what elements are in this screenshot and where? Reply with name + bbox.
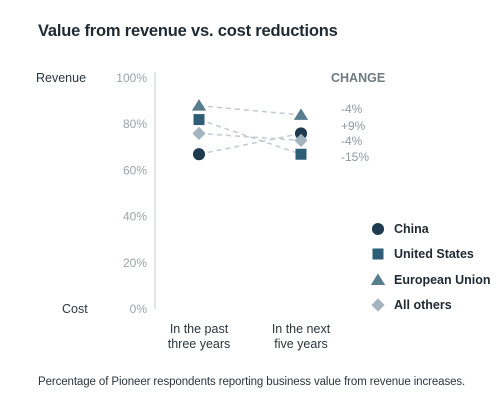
- legend-label: European Union: [394, 272, 491, 287]
- legend-label: United States: [394, 247, 474, 262]
- change-labels: CHANGE-4%+9%-4%-15%: [331, 71, 385, 164]
- legend-marker: [372, 248, 384, 260]
- change-label: -4%: [341, 134, 363, 148]
- x-category-label: In the next: [272, 322, 331, 336]
- connector-line: [198, 132, 302, 155]
- y-tick-label: 100%: [116, 71, 147, 85]
- legend: China United States European Union All othe…: [370, 216, 491, 318]
- data-points: [191, 99, 309, 161]
- legend-item: All others: [370, 293, 491, 319]
- legend-item: China: [370, 216, 491, 242]
- circle-icon: [371, 222, 385, 235]
- x-category-label: five years: [274, 337, 328, 351]
- connector-line: [198, 118, 302, 155]
- change-header: CHANGE: [331, 71, 385, 85]
- diamond-icon: [371, 298, 385, 312]
- legend-marker: [371, 222, 385, 235]
- x-category-label: three years: [168, 337, 231, 351]
- footnote: Percentage of Pioneer respondents report…: [38, 376, 466, 388]
- y-end-label-cost: Cost: [62, 302, 88, 316]
- data-point-triangle: [293, 108, 309, 120]
- data-point-square: [295, 148, 307, 160]
- y-axis: 0% 20% 40% 60% 80% 100% Revenue Cost: [36, 71, 156, 316]
- data-point-circle: [192, 148, 206, 161]
- data-point-diamond: [294, 133, 308, 147]
- y-end-label-revenue: Revenue: [36, 71, 86, 85]
- y-tick-label: 20%: [123, 256, 147, 270]
- y-tick-label: 0%: [130, 302, 148, 316]
- legend-item: United States: [370, 242, 491, 268]
- legend-marker: [370, 273, 386, 285]
- change-label: +9%: [341, 119, 366, 133]
- connector-line: [198, 132, 302, 142]
- legend-label: All others: [394, 298, 452, 313]
- legend-label: China: [394, 221, 429, 236]
- data-point-triangle: [191, 99, 207, 111]
- connector-line: [198, 104, 302, 116]
- chart-title: Value from revenue vs. cost reductions: [38, 22, 338, 40]
- legend-item: European Union: [370, 267, 491, 293]
- change-label: -4%: [341, 102, 363, 116]
- data-point-circle: [294, 127, 308, 140]
- data-point-diamond: [192, 126, 206, 141]
- change-label: -15%: [341, 150, 369, 164]
- legend-marker: [371, 298, 385, 312]
- square-icon: [372, 248, 384, 260]
- y-tick-label: 80%: [123, 117, 147, 131]
- y-tick-label: 60%: [123, 163, 147, 177]
- triangle-icon: [370, 273, 386, 285]
- data-point-square: [193, 114, 205, 126]
- y-tick-label: 40%: [123, 210, 147, 224]
- x-category-label: In the past: [170, 322, 229, 336]
- connector-lines: [198, 104, 302, 155]
